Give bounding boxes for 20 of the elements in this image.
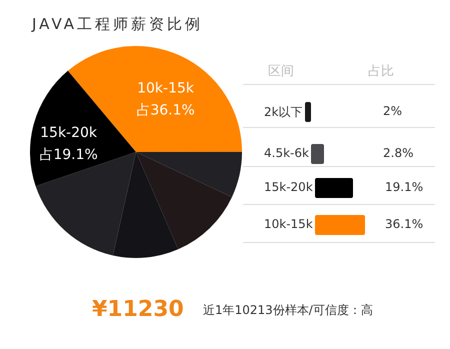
text: 10k-15k	[264, 217, 313, 231]
pie-slice	[30, 70, 136, 186]
data-label: 占36.1%	[136, 102, 195, 119]
text: 2k以下	[264, 104, 303, 121]
text: 2%	[383, 104, 402, 118]
text: 4.5k-6k	[264, 146, 309, 160]
pie-slice	[136, 152, 232, 250]
text: 区间	[268, 63, 294, 80]
text: 2.8%	[383, 146, 414, 160]
slice-label: 10k-15k	[137, 80, 195, 97]
chart-title: JAVA工程师薪资比例	[32, 15, 204, 34]
text: ¥11230	[92, 297, 184, 322]
text: 占比	[368, 63, 394, 80]
text: 19.1%	[385, 180, 424, 194]
slice-label: 15k-20k	[40, 125, 98, 142]
text: 15k-20k	[264, 180, 313, 194]
pie-slice	[112, 152, 178, 258]
text: 近1年10213份样本/可信度：高	[203, 302, 373, 319]
data-label: 占19.1%	[39, 147, 98, 164]
text: 36.1%	[385, 217, 424, 231]
